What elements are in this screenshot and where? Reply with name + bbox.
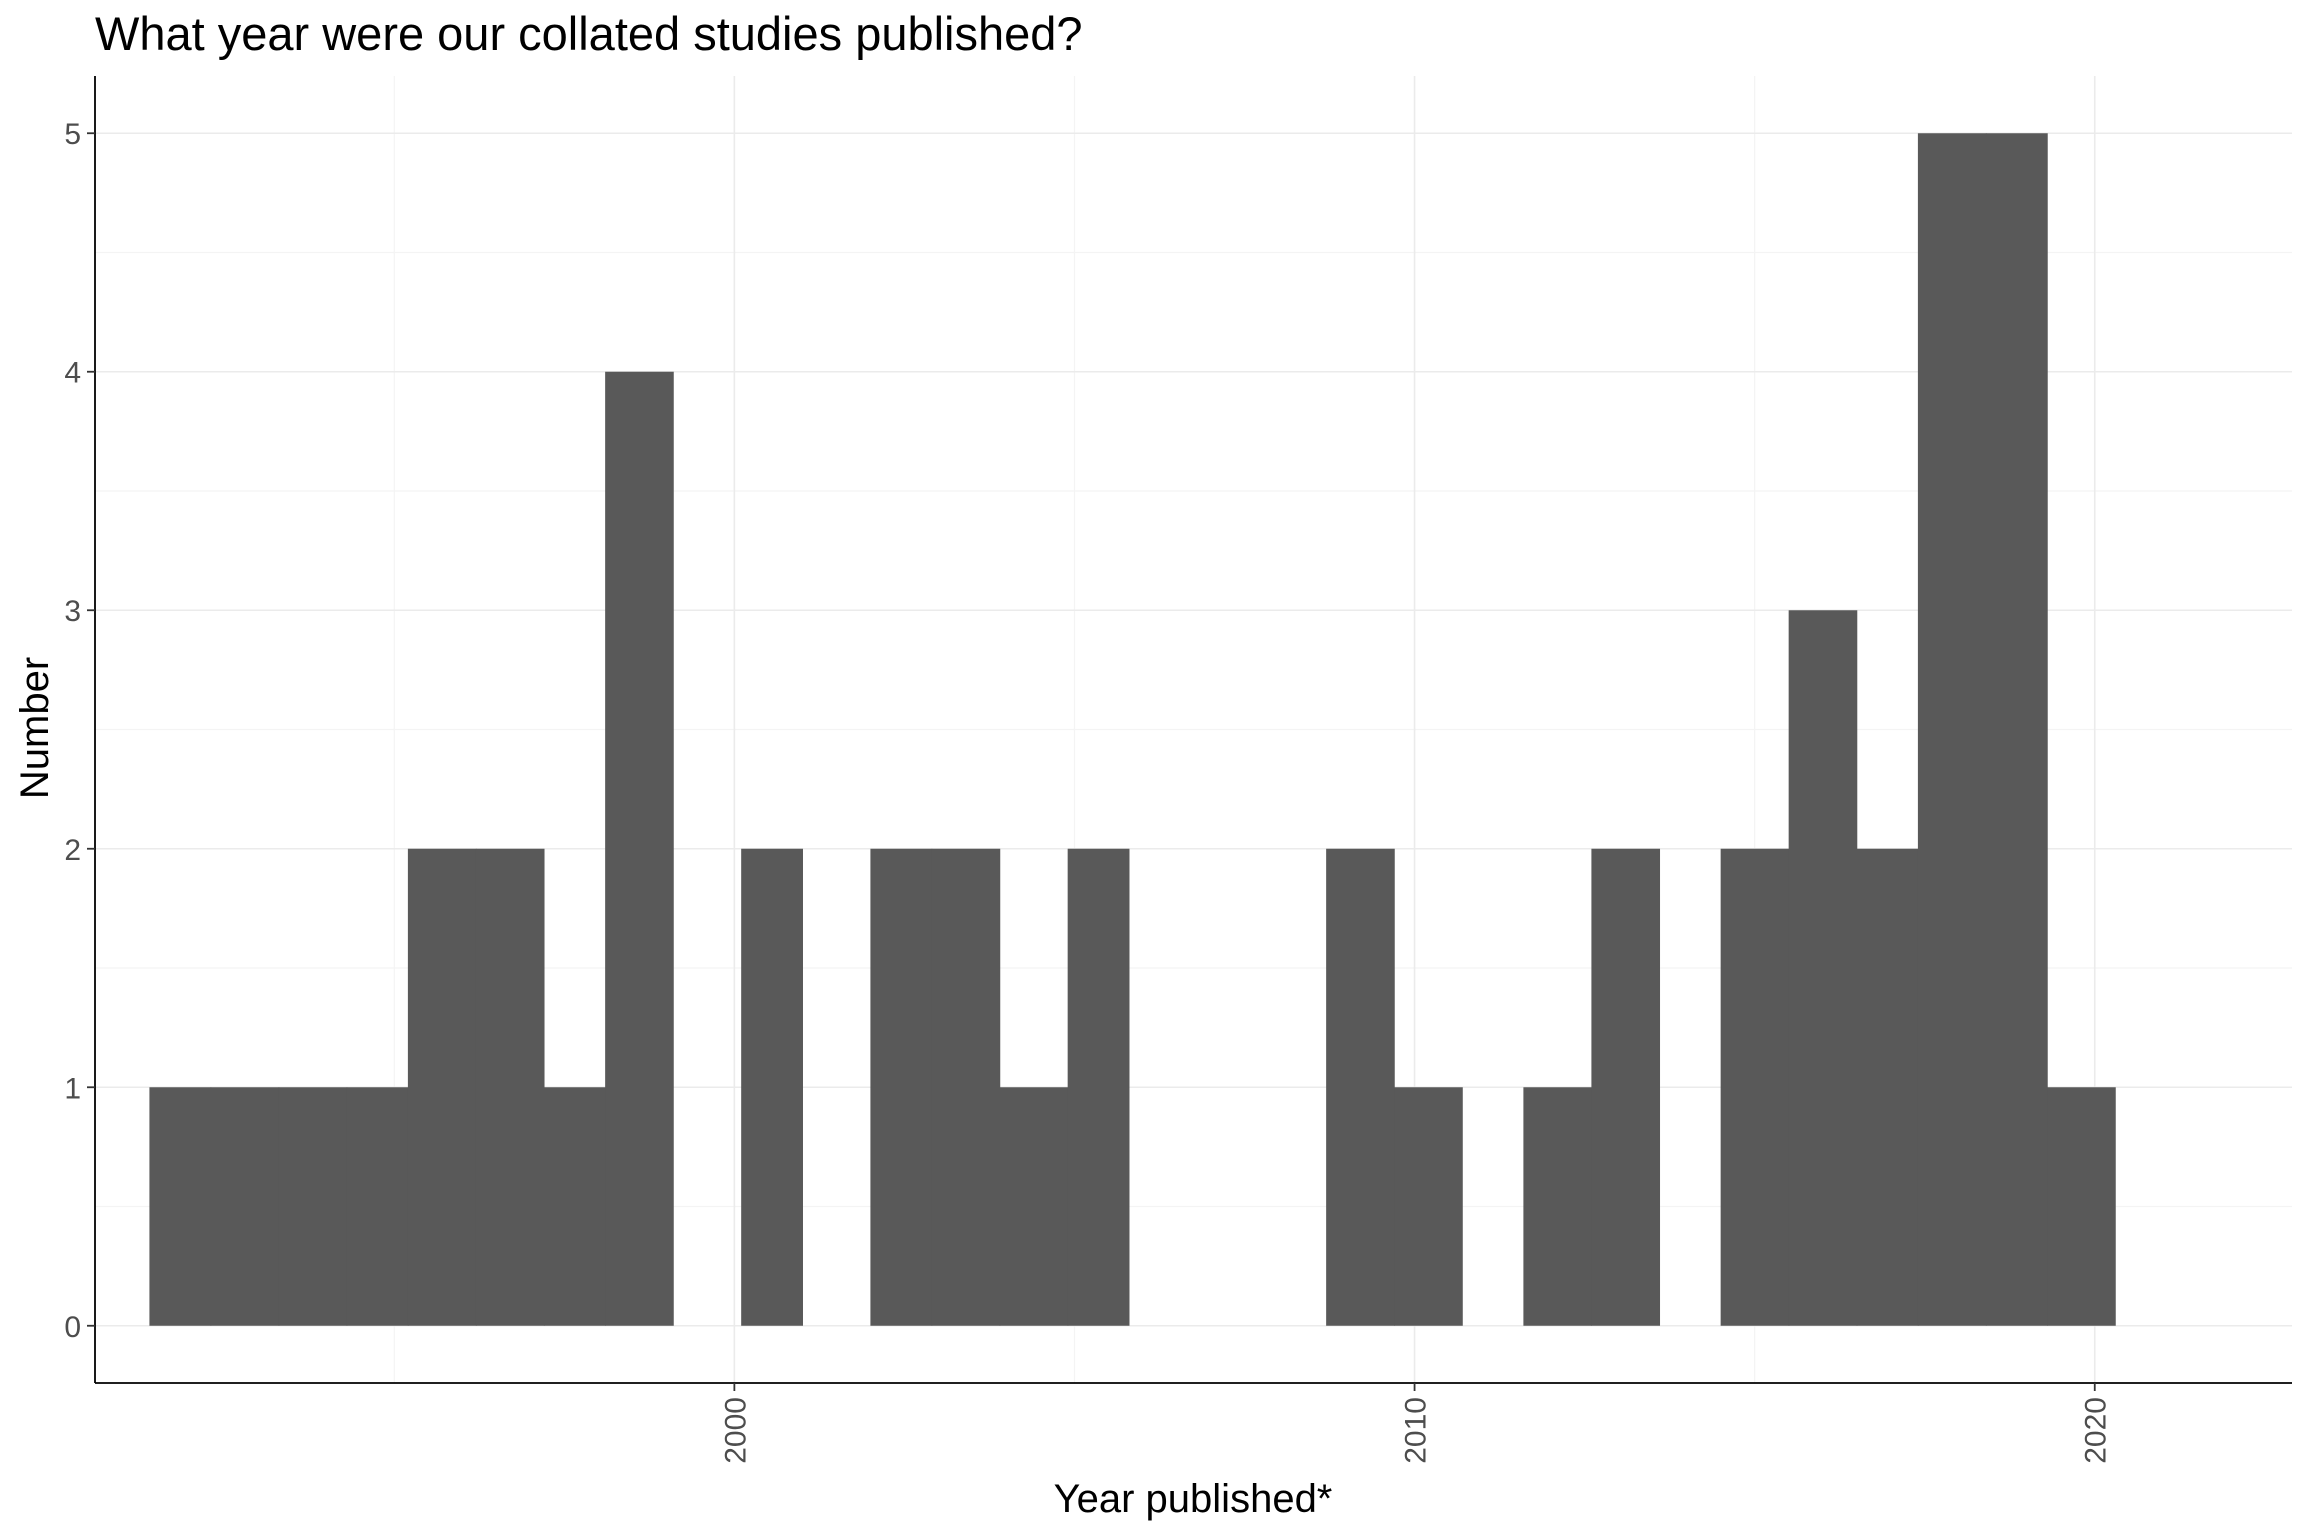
y-axis-title: Number — [13, 657, 57, 799]
histogram-bar — [346, 1087, 409, 1326]
y-tick-label: 1 — [64, 1072, 81, 1105]
histogram-bar — [1788, 610, 1858, 1326]
y-tick-label: 0 — [64, 1311, 81, 1344]
histogram-bar — [1985, 133, 2048, 1326]
histogram-bar — [999, 1087, 1069, 1326]
histogram-bar — [475, 848, 545, 1326]
histogram-bar — [210, 1087, 280, 1326]
x-tick-label: 2020 — [2080, 1397, 2113, 1464]
x-tick-label: 2010 — [1400, 1397, 1433, 1464]
histogram-bar — [741, 848, 803, 1326]
y-tick-label: 5 — [64, 118, 81, 151]
histogram-bar — [407, 848, 477, 1326]
histogram-bar — [1917, 133, 1987, 1326]
histogram-bar — [1856, 848, 1919, 1326]
histogram-bar — [278, 1087, 348, 1326]
histogram-bar — [870, 848, 933, 1326]
histogram-bar — [1067, 848, 1130, 1326]
y-tick-label: 2 — [64, 834, 81, 867]
histogram-bar — [2047, 1087, 2116, 1326]
axes: 0 1 2 3 4 5 2000 2010 2020 — [64, 76, 2292, 1464]
x-tick-label: 2000 — [719, 1397, 752, 1464]
histogram-bar — [149, 1087, 212, 1326]
histogram-bar — [931, 848, 1001, 1326]
chart-title: What year were our collated studies publ… — [95, 7, 1083, 60]
histogram-bar — [1720, 848, 1790, 1326]
y-tick-label: 3 — [64, 595, 81, 628]
histogram-bar — [605, 371, 674, 1326]
histogram-bar — [1591, 848, 1661, 1326]
histogram-bar — [1523, 1087, 1593, 1326]
histogram-bars — [149, 133, 2116, 1326]
histogram-bar — [1326, 848, 1395, 1326]
x-axis-title: Year published* — [1054, 1477, 1333, 1521]
histogram-bar — [543, 1087, 606, 1326]
histogram-bar — [1394, 1087, 1463, 1326]
y-tick-label: 4 — [64, 357, 81, 390]
